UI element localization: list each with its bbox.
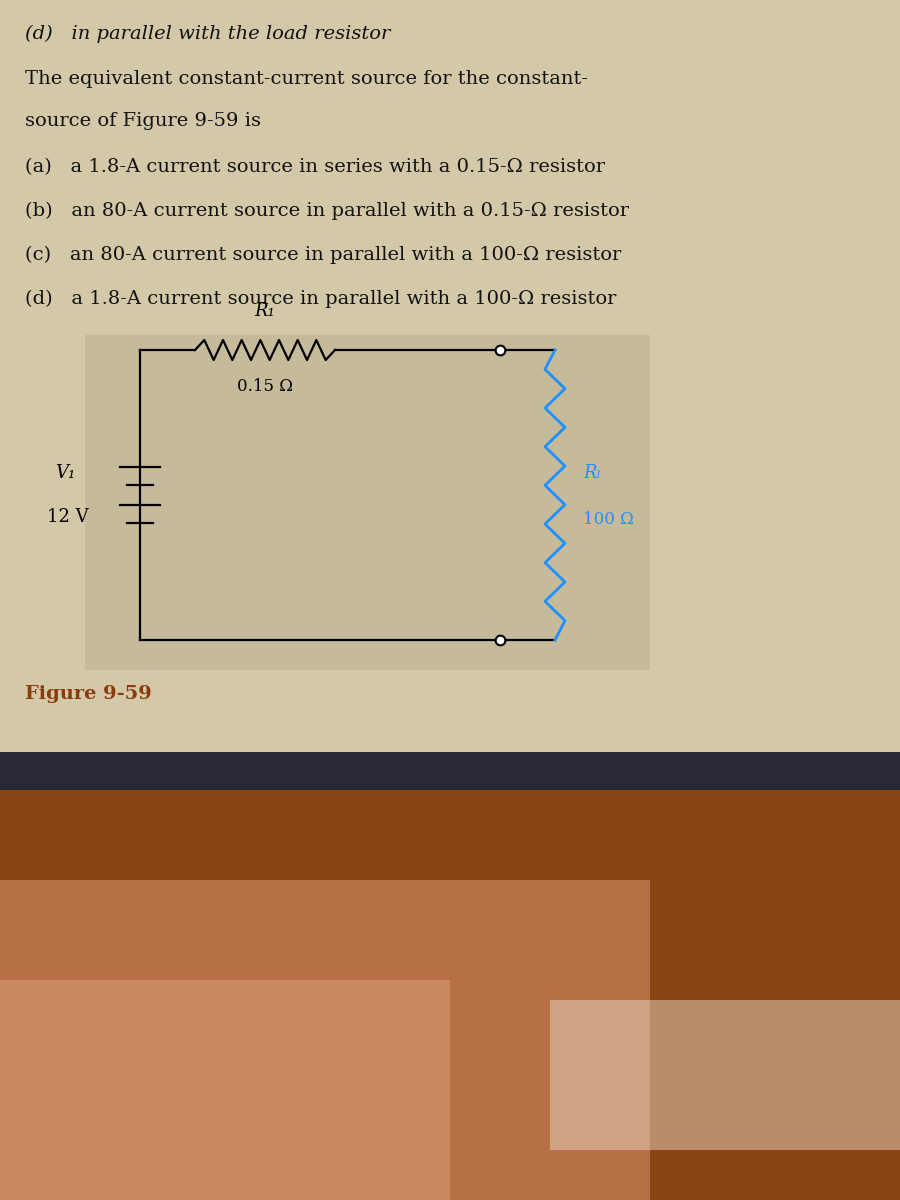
Bar <box>85 335 650 670</box>
Bar <box>0 752 900 790</box>
Text: The equivalent constant-current source for the constant-: The equivalent constant-current source f… <box>25 70 588 88</box>
Text: (a)   a 1.8-A current source in series with a 0.15-Ω resistor: (a) a 1.8-A current source in series wit… <box>25 158 605 176</box>
Text: (b)   an 80-A current source in parallel with a 0.15-Ω resistor: (b) an 80-A current source in parallel w… <box>25 202 629 221</box>
Text: source of Figure 9-59 is: source of Figure 9-59 is <box>25 112 261 130</box>
Bar <box>0 980 450 1200</box>
Bar <box>550 1000 900 1150</box>
Text: 0.15 Ω: 0.15 Ω <box>237 378 293 395</box>
Text: Rₗ: Rₗ <box>583 464 601 482</box>
Text: 12 V: 12 V <box>47 508 89 526</box>
Text: (d)   a 1.8-A current source in parallel with a 100-Ω resistor: (d) a 1.8-A current source in parallel w… <box>25 290 617 308</box>
Text: (d)   in parallel with the load resistor: (d) in parallel with the load resistor <box>25 25 391 43</box>
Text: 100 Ω: 100 Ω <box>583 511 634 528</box>
Text: R₁: R₁ <box>255 302 275 320</box>
Bar <box>0 880 650 1200</box>
Bar <box>0 790 900 1200</box>
Text: (c)   an 80-A current source in parallel with a 100-Ω resistor: (c) an 80-A current source in parallel w… <box>25 246 621 264</box>
Text: Figure 9-59: Figure 9-59 <box>25 685 152 703</box>
Text: V₁: V₁ <box>55 464 75 482</box>
